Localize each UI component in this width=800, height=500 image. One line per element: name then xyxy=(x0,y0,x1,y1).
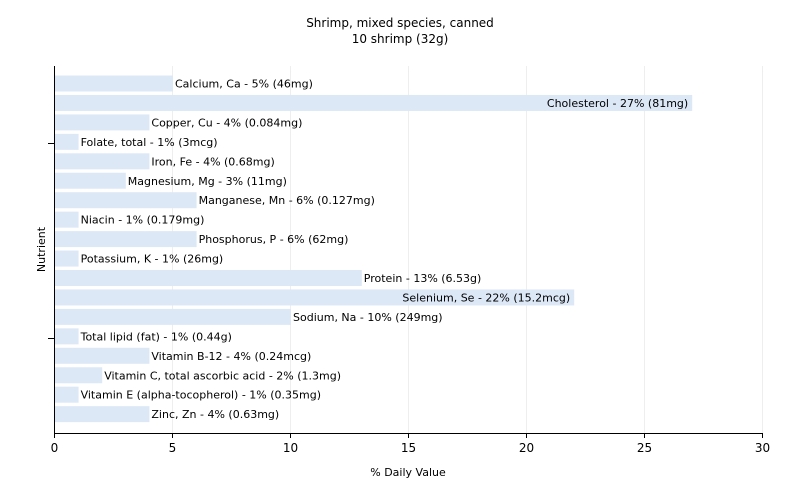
bar xyxy=(55,172,126,189)
bar xyxy=(55,406,150,423)
bar xyxy=(55,347,150,364)
bar xyxy=(55,270,362,286)
bars xyxy=(55,75,693,423)
bar-label: Sodium, Na - 10% (249mg) xyxy=(293,311,443,324)
chart-title-block: Shrimp, mixed species, canned 10 shrimp … xyxy=(0,15,800,47)
y-axis-title: Nutrient xyxy=(35,226,48,272)
bar-label: Cholesterol - 27% (81mg) xyxy=(547,97,688,110)
bar-label: Iron, Fe - 4% (0.68mg) xyxy=(151,155,274,168)
bar xyxy=(55,250,79,267)
bar-label: Folate, total - 1% (3mcg) xyxy=(81,136,218,149)
x-axis-title: % Daily Value xyxy=(370,466,446,479)
bar xyxy=(55,367,103,384)
bar-label: Potassium, K - 1% (26mg) xyxy=(81,253,224,266)
chart-title: Shrimp, mixed species, canned xyxy=(306,16,494,30)
bar-label: Phosphorus, P - 6% (62mg) xyxy=(199,233,349,246)
bar xyxy=(55,308,291,325)
bar xyxy=(55,94,693,111)
grid-lines xyxy=(172,66,763,433)
bar xyxy=(55,133,79,150)
x-ticks: 0 5 10 15 20 25 30 xyxy=(51,433,770,455)
x-tick-label: 20 xyxy=(519,441,534,455)
bar xyxy=(55,75,173,92)
x-tick-label: 15 xyxy=(401,441,416,455)
bar-label: Calcium, Ca - 5% (46mg) xyxy=(175,78,313,91)
bar xyxy=(55,386,79,403)
bar-label: Zinc, Zn - 4% (0.63mg) xyxy=(151,408,279,421)
bar-label: Magnesium, Mg - 3% (11mg) xyxy=(128,175,287,188)
bar xyxy=(55,289,575,306)
bar xyxy=(55,192,197,209)
bar-label: Vitamin E (alpha-tocopherol) - 1% (0.35m… xyxy=(81,389,321,402)
x-tick-label: 5 xyxy=(169,441,177,455)
bar xyxy=(55,231,197,248)
bar xyxy=(55,153,150,170)
bar-labels: Calcium, Ca - 5% (46mg) Cholesterol - 27%… xyxy=(80,78,689,422)
bar-label: Total lipid (fat) - 1% (0.44g) xyxy=(80,330,232,343)
bar-label: Vitamin C, total ascorbic acid - 2% (1.3… xyxy=(104,369,341,382)
bar-label: Selenium, Se - 22% (15.2mcg) xyxy=(402,291,570,304)
bar-label: Protein - 13% (6.53g) xyxy=(364,272,482,285)
x-tick-label: 0 xyxy=(51,441,59,455)
bar xyxy=(55,211,79,228)
bar xyxy=(55,328,79,345)
bar-label: Vitamin B-12 - 4% (0.24mcg) xyxy=(151,350,311,363)
bar-label: Copper, Cu - 4% (0.084mg) xyxy=(151,116,302,129)
x-tick-label: 25 xyxy=(637,441,652,455)
chart-subtitle: 10 shrimp (32g) xyxy=(351,32,449,46)
bar xyxy=(55,114,150,131)
x-tick-label: 30 xyxy=(755,441,770,455)
x-tick-label: 10 xyxy=(283,441,298,455)
bar-label: Niacin - 1% (0.179mg) xyxy=(81,214,205,227)
bar-label: Manganese, Mn - 6% (0.127mg) xyxy=(199,194,375,207)
